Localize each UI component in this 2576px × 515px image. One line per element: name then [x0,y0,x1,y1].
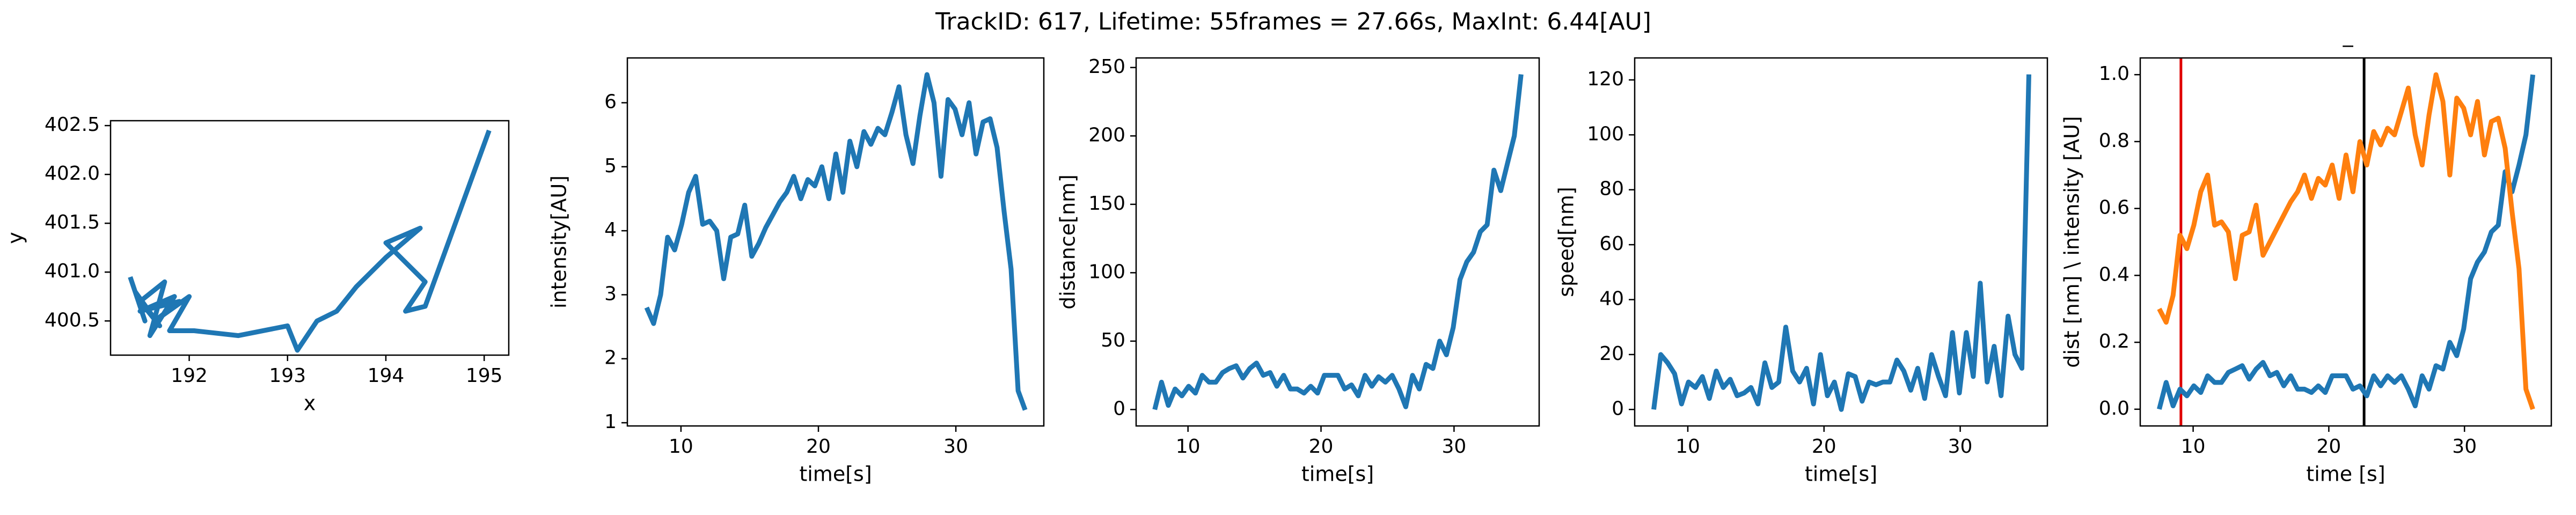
x-tick-label: 10 [669,436,693,458]
x-tick-label: 20 [806,436,831,458]
x-tick-label: 30 [943,436,968,458]
x-axis-label: time[s] [1301,462,1374,486]
y-tick-label: 1 [604,411,617,433]
x-tick-label: 30 [2452,436,2477,458]
y-tick-label: 100 [1088,261,1125,283]
data-line [1651,74,2031,412]
x-tick-label: 10 [2181,436,2206,458]
x-tick-label: 20 [1309,436,1334,458]
y-tick-label: 1.0 [2099,63,2129,85]
y-axis-label: y [4,232,27,244]
y-tick-label: 402.5 [45,114,100,136]
y-axis-label: intensity[AU] [547,175,571,308]
y-tick-label: 200 [1088,124,1125,146]
y-tick-label: 0.4 [2099,263,2129,285]
x-axis-label: time[s] [799,462,872,486]
y-tick-label: 60 [1599,233,1624,255]
data-line [1152,74,1524,410]
y-tick-label: 80 [1599,178,1624,200]
x-tick-label: 30 [1948,436,1973,458]
y-tick-label: 401.0 [45,260,100,282]
y-tick-label: 0 [1113,398,1125,420]
x-tick-label: 20 [2316,436,2341,458]
data-line [128,129,492,353]
x-axis-label: time [s] [2306,462,2385,486]
axes-frame [626,57,1045,427]
y-tick-label: 100 [1587,123,1624,145]
axes-frame [1634,57,2048,427]
y-axis-label: dist [nm] \ intensity [AU] [2060,116,2084,367]
y-tick-label: 0.8 [2099,130,2129,152]
x-tick-label: 194 [368,365,405,387]
annotation: _ [2343,24,2354,47]
x-tick-label: 10 [1675,436,1700,458]
x-tick-label: 195 [466,365,503,387]
axes-frame [109,120,510,356]
y-tick-label: 50 [1101,329,1125,351]
x-tick-label: 193 [269,365,306,387]
y-tick-label: 4 [604,219,617,241]
x-tick-label: 30 [1441,436,1466,458]
data-line [644,72,1028,411]
axes-frame [1135,57,1540,427]
y-tick-label: 0.6 [2099,197,2129,219]
y-tick-label: 0 [1612,398,1624,420]
y-tick-label: 250 [1088,56,1125,78]
y-tick-label: 400.5 [45,309,100,331]
axes-frame [2139,57,2552,427]
y-tick-label: 3 [604,283,617,305]
y-tick-label: 150 [1088,193,1125,215]
x-tick-label: 20 [1812,436,1836,458]
y-tick-label: 402.0 [45,163,100,185]
x-axis-label: time[s] [1805,462,1877,486]
y-tick-label: 40 [1599,288,1624,310]
y-axis-label: speed[nm] [1555,187,1578,297]
x-tick-label: 10 [1176,436,1201,458]
figure-title: TrackID: 617, Lifetime: 55frames = 27.66… [935,8,1651,35]
y-tick-label: 5 [604,155,617,177]
y-tick-label: 0.0 [2099,398,2129,420]
y-tick-label: 0.2 [2099,330,2129,352]
data-line [2157,74,2536,410]
y-axis-label: distance[nm] [1056,174,1080,310]
y-tick-label: 6 [604,91,617,113]
x-axis-label: x [304,392,316,415]
y-tick-label: 401.5 [45,211,100,233]
data-line [2157,72,2535,410]
x-tick-label: 192 [171,365,208,387]
y-tick-label: 2 [604,347,617,369]
y-tick-label: 120 [1587,68,1624,90]
y-tick-label: 20 [1599,343,1624,365]
